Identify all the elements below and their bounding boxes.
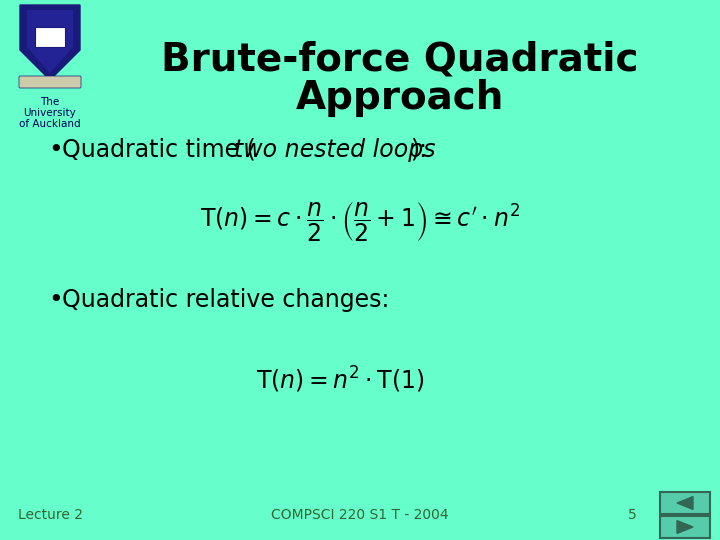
Text: •: • bbox=[48, 138, 63, 162]
Polygon shape bbox=[20, 5, 80, 80]
Text: two nested loops: two nested loops bbox=[234, 138, 436, 162]
FancyBboxPatch shape bbox=[19, 76, 81, 88]
Text: $\mathrm{T}(n) = n^2 \cdot \mathrm{T}(1)$: $\mathrm{T}(n) = n^2 \cdot \mathrm{T}(1)… bbox=[256, 365, 424, 395]
Text: ):: ): bbox=[410, 138, 427, 162]
Text: Lecture 2: Lecture 2 bbox=[18, 508, 83, 522]
Polygon shape bbox=[27, 10, 73, 73]
Text: The: The bbox=[40, 97, 60, 107]
Text: University: University bbox=[24, 108, 76, 118]
Bar bbox=[660, 492, 710, 514]
Polygon shape bbox=[677, 521, 693, 534]
Text: Brute-force Quadratic: Brute-force Quadratic bbox=[161, 41, 639, 79]
Polygon shape bbox=[677, 497, 693, 509]
Text: 5: 5 bbox=[628, 508, 636, 522]
Text: Quadratic time (: Quadratic time ( bbox=[62, 138, 256, 162]
Text: Quadratic relative changes:: Quadratic relative changes: bbox=[62, 288, 390, 312]
Text: Approach: Approach bbox=[296, 79, 504, 117]
Text: of Auckland: of Auckland bbox=[19, 119, 81, 129]
Bar bbox=[660, 516, 710, 538]
Bar bbox=[35, 27, 65, 47]
Text: $\mathrm{T}(n) = c \cdot \dfrac{n}{2} \cdot \left(\dfrac{n}{2}+1\right) \cong c^: $\mathrm{T}(n) = c \cdot \dfrac{n}{2} \c… bbox=[200, 200, 520, 244]
Text: COMPSCI 220 S1 T - 2004: COMPSCI 220 S1 T - 2004 bbox=[271, 508, 449, 522]
Text: •: • bbox=[48, 288, 63, 312]
